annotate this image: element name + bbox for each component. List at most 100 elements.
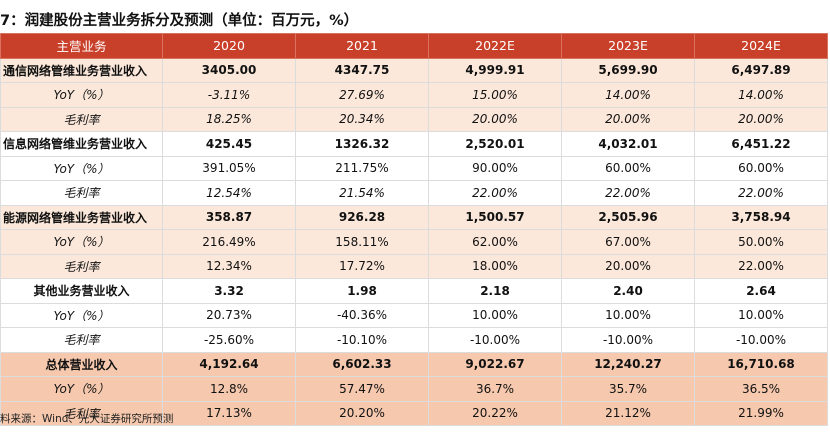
table-row: 毛利率 -25.60% -10.10% -10.00% -10.00% -10.00% — [0, 327, 828, 353]
cell-value: 20.22% — [428, 400, 562, 426]
row-label: YoY（%） — [0, 82, 163, 108]
table-row: 其他业务营业收入 3.32 1.98 2.18 2.40 2.64 — [0, 278, 828, 304]
cell-value: 2.64 — [694, 278, 828, 304]
table-row: YoY（%） 20.73% -40.36% 10.00% 10.00% 10.00% — [0, 302, 828, 328]
source-note: 料来源：Wind、光大证券研究所预测 — [0, 413, 174, 425]
cell-value: 67.00% — [561, 229, 695, 255]
cell-value: 926.28 — [295, 204, 429, 230]
cell-value: 6,602.33 — [295, 351, 429, 377]
cell-value: 18.25% — [162, 106, 296, 132]
cell-value: 10.00% — [561, 302, 695, 328]
table-row: 毛利率 12.54% 21.54% 22.00% 22.00% 22.00% — [0, 180, 828, 206]
cell-value: 2.40 — [561, 278, 695, 304]
business-split-table: 主营业务 2020 2021 2022E 2023E 2024E 通信网络管维业… — [0, 33, 828, 426]
cell-value: 20.20% — [295, 400, 429, 426]
table-title: 7：润建股份主营业务拆分及预测（单位：百万元，%） — [0, 13, 359, 29]
cell-value: 22.00% — [561, 180, 695, 206]
cell-value: -10.00% — [561, 327, 695, 353]
cell-value: 12.34% — [162, 253, 296, 279]
cell-value: 12.8% — [162, 376, 296, 402]
cell-value: -3.11% — [162, 82, 296, 108]
cell-value: 4,032.01 — [561, 131, 695, 157]
cell-value: 35.7% — [561, 376, 695, 402]
cell-value: 36.7% — [428, 376, 562, 402]
table-row: 毛利率 12.34% 17.72% 18.00% 20.00% 22.00% — [0, 253, 828, 279]
cell-value: 22.00% — [428, 180, 562, 206]
cell-value: 50.00% — [694, 229, 828, 255]
column-header: 2023E — [561, 33, 695, 59]
row-label: 总体营业收入 — [0, 351, 163, 377]
cell-value: 1326.32 — [295, 131, 429, 157]
cell-value: 20.00% — [561, 253, 695, 279]
cell-value: 36.5% — [694, 376, 828, 402]
table-row: YoY（%） 12.8% 57.47% 36.7% 35.7% 36.5% — [0, 376, 828, 402]
row-label: 毛利率 — [0, 253, 163, 279]
table-row: YoY（%） -3.11% 27.69% 15.00% 14.00% 14.00% — [0, 82, 828, 108]
cell-value: 20.00% — [428, 106, 562, 132]
row-label: YoY（%） — [0, 155, 163, 181]
row-label: 毛利率 — [0, 327, 163, 353]
cell-value: 18.00% — [428, 253, 562, 279]
row-label: 通信网络管维业务营业收入 — [0, 57, 163, 83]
row-label: YoY（%） — [0, 376, 163, 402]
row-label: 能源网络管维业务营业收入 — [0, 204, 163, 230]
table-row: 信息网络管维业务营业收入 425.45 1326.32 2,520.01 4,032.0… — [0, 131, 828, 157]
cell-value: 4,192.64 — [162, 351, 296, 377]
column-header: 2021 — [295, 33, 429, 59]
cell-value: 10.00% — [694, 302, 828, 328]
cell-value: 4347.75 — [295, 57, 429, 83]
cell-value: 17.13% — [162, 400, 296, 426]
cell-value: 12.54% — [162, 180, 296, 206]
cell-value: 1,500.57 — [428, 204, 562, 230]
cell-value: 60.00% — [694, 155, 828, 181]
row-label: 毛利率 — [0, 180, 163, 206]
cell-value: 57.47% — [295, 376, 429, 402]
cell-value: 20.73% — [162, 302, 296, 328]
cell-value: 16,710.68 — [694, 351, 828, 377]
cell-value: 90.00% — [428, 155, 562, 181]
cell-value: 425.45 — [162, 131, 296, 157]
cell-value: 2,520.01 — [428, 131, 562, 157]
table-row: 毛利率 17.13% 20.20% 20.22% 21.12% 21.99% — [0, 400, 828, 426]
cell-value: 1.98 — [295, 278, 429, 304]
cell-value: 20.00% — [561, 106, 695, 132]
cell-value: 62.00% — [428, 229, 562, 255]
row-label: 信息网络管维业务营业收入 — [0, 131, 163, 157]
table-row: 能源网络管维业务营业收入 358.87 926.28 1,500.57 2,505.96… — [0, 204, 828, 230]
cell-value: 3,758.94 — [694, 204, 828, 230]
column-header: 2022E — [428, 33, 562, 59]
cell-value: 9,022.67 — [428, 351, 562, 377]
cell-value: 3405.00 — [162, 57, 296, 83]
cell-value: 12,240.27 — [561, 351, 695, 377]
cell-value: 60.00% — [561, 155, 695, 181]
cell-value: 17.72% — [295, 253, 429, 279]
cell-value: 216.49% — [162, 229, 296, 255]
cell-value: -10.00% — [694, 327, 828, 353]
table-header-row: 主营业务 2020 2021 2022E 2023E 2024E — [0, 33, 828, 59]
cell-value: 4,999.91 — [428, 57, 562, 83]
cell-value: 20.00% — [694, 106, 828, 132]
table-row: 毛利率 18.25% 20.34% 20.00% 20.00% 20.00% — [0, 106, 828, 132]
cell-value: 2.18 — [428, 278, 562, 304]
cell-value: 14.00% — [561, 82, 695, 108]
cell-value: 20.34% — [295, 106, 429, 132]
cell-value: 358.87 — [162, 204, 296, 230]
cell-value: 15.00% — [428, 82, 562, 108]
cell-value: 211.75% — [295, 155, 429, 181]
cell-value: -10.00% — [428, 327, 562, 353]
cell-value: 6,497.89 — [694, 57, 828, 83]
cell-value: 158.11% — [295, 229, 429, 255]
table-row: YoY（%） 391.05% 211.75% 90.00% 60.00% 60.00% — [0, 155, 828, 181]
cell-value: -40.36% — [295, 302, 429, 328]
cell-value: 21.99% — [694, 400, 828, 426]
cell-value: -10.10% — [295, 327, 429, 353]
cell-value: 2,505.96 — [561, 204, 695, 230]
table-row: YoY（%） 216.49% 158.11% 62.00% 67.00% 50.00% — [0, 229, 828, 255]
table-row: 通信网络管维业务营业收入 3405.00 4347.75 4,999.91 5,699.… — [0, 57, 828, 83]
cell-value: 14.00% — [694, 82, 828, 108]
row-label: 其他业务营业收入 — [0, 278, 163, 304]
cell-value: 391.05% — [162, 155, 296, 181]
row-label: 毛利率 — [0, 106, 163, 132]
column-header: 2024E — [694, 33, 828, 59]
column-header: 2020 — [162, 33, 296, 59]
